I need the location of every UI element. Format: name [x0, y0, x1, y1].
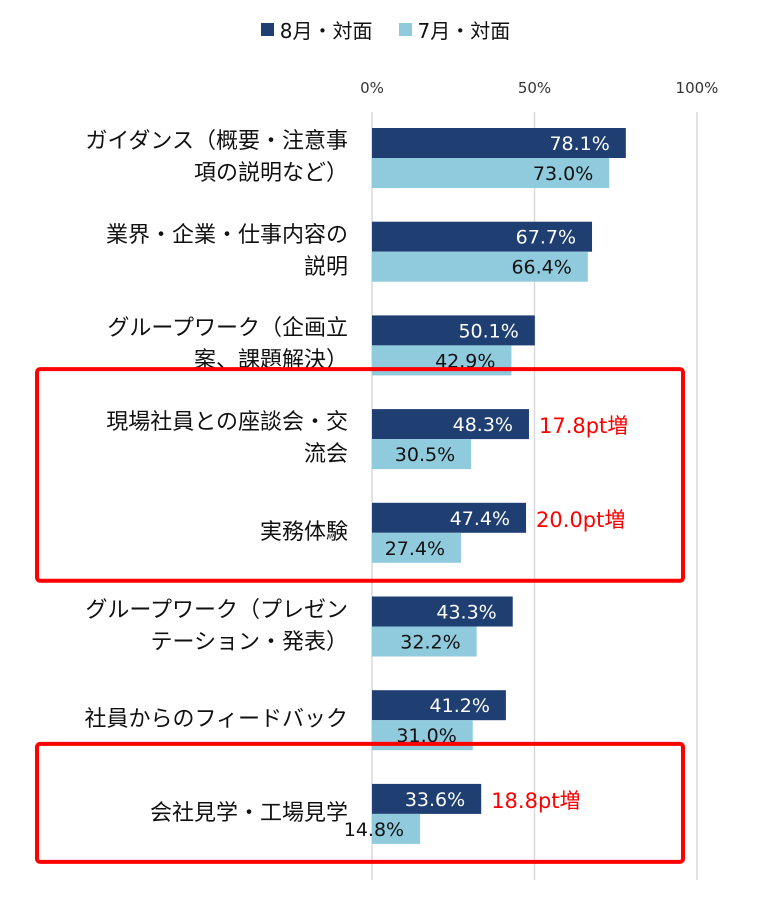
increase-annotation: 17.8pt増 [539, 414, 628, 438]
category-label: 社員からのフィードバック [84, 707, 348, 733]
x-tick-label: 100% [676, 79, 719, 97]
bar [372, 128, 626, 158]
x-tick-label: 50% [518, 79, 551, 97]
increase-annotation: 18.8pt増 [491, 789, 580, 813]
data-label: 73.0% [533, 163, 593, 185]
data-label: 48.3% [453, 414, 513, 436]
data-label: 47.4% [450, 508, 510, 530]
legend-item-aug: 8月・対面 [260, 15, 373, 44]
data-label: 33.6% [405, 789, 465, 811]
legend-item-jul: 7月・対面 [398, 15, 511, 44]
category-label: ガイダンス（概要・注意事 項の説明など） [85, 129, 348, 186]
bar [372, 221, 593, 252]
x-tick-label: 0% [360, 79, 384, 97]
data-label: 66.4% [511, 257, 571, 279]
bar [372, 502, 527, 533]
bar [372, 783, 482, 814]
legend-label-aug: 8月・対面 [279, 18, 373, 43]
data-label: 42.9% [435, 350, 495, 372]
category-label: グループワーク（プレゼン テーション・発表） [85, 597, 348, 655]
bar [372, 251, 588, 282]
bar [372, 409, 529, 440]
increase-annotation: 20.0pt増 [536, 508, 625, 532]
data-label: 78.1% [549, 133, 609, 155]
bar [372, 532, 462, 563]
data-label: 30.5% [395, 444, 455, 466]
bar [372, 158, 610, 188]
category-label: 現場社員との座談会・交 流会 [106, 410, 348, 468]
data-label: 67.7% [516, 227, 576, 249]
legend: 8月・対面 7月・対面 [0, 14, 771, 44]
highlight-box [35, 741, 685, 864]
category-label: 業界・企業・仕事内容の 説明 [105, 222, 348, 280]
data-label: 31.0% [396, 725, 456, 747]
data-label: 27.4% [385, 538, 445, 560]
bar [372, 813, 421, 844]
legend-label-jul: 7月・対面 [417, 18, 511, 43]
data-label: 14.8% [344, 819, 404, 841]
bar [372, 690, 506, 721]
data-label: 43.3% [436, 602, 496, 624]
data-label: 41.2% [430, 695, 490, 717]
bar [372, 626, 477, 657]
category-label: 会社見学・工場見学 [149, 800, 348, 826]
highlight-box [35, 367, 685, 583]
data-label: 50.1% [458, 320, 518, 342]
category-label: 実務体験 [259, 519, 348, 545]
bar [372, 315, 535, 346]
legend-swatch-aug [260, 22, 274, 36]
bar [372, 439, 472, 470]
legend-swatch-jul [398, 22, 412, 36]
bar [372, 596, 513, 627]
data-label: 32.2% [400, 632, 460, 654]
